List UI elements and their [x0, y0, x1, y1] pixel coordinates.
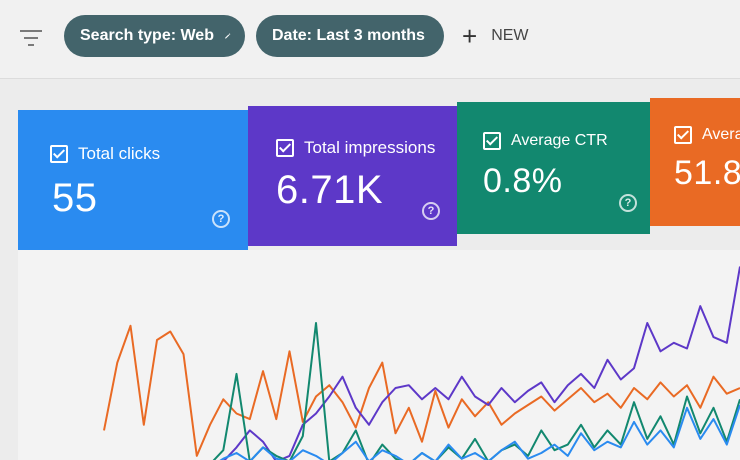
performance-chart-plot [103, 266, 740, 460]
metric-value: 6.71K [276, 168, 384, 212]
date-range-chip-label: Date: Last 3 months [272, 27, 425, 44]
checkbox-icon[interactable] [276, 139, 294, 157]
metric-label: Total impressions [304, 138, 436, 157]
date-range-chip[interactable]: Date: Last 3 months [256, 15, 444, 57]
performance-chart [18, 250, 740, 460]
metric-card-header: Total impressions [276, 138, 435, 158]
metric-label: Average position [702, 126, 740, 143]
metric-label: Average CTR [511, 132, 608, 149]
plus-icon: + [462, 21, 478, 51]
chart-series-line-3 [219, 404, 740, 460]
search-type-chip-label: Search type: Web [80, 27, 214, 44]
help-icon[interactable]: ? [619, 194, 637, 212]
metric-card-header: Total clicks [50, 144, 160, 164]
toolbar: Search type: Web Date: Last 3 months + N… [0, 0, 740, 79]
help-icon[interactable]: ? [422, 202, 440, 220]
search-type-chip[interactable]: Search type: Web [64, 15, 245, 57]
metric-value: 55 [52, 176, 98, 220]
metric-value: 0.8% [483, 162, 563, 200]
metric-label: Total clicks [78, 144, 161, 163]
chart-series-line-1 [223, 266, 740, 460]
new-filter-label: NEW [491, 27, 529, 44]
chart-series-line-0 [103, 324, 740, 457]
help-icon[interactable]: ? [212, 210, 230, 228]
metric-card-average-position[interactable]: Average position 51.8 [650, 98, 740, 226]
metric-card-total-impressions[interactable]: Total impressions 6.71K ? [248, 106, 457, 246]
checkbox-icon[interactable] [483, 132, 501, 150]
pencil-icon [225, 33, 231, 39]
metric-card-header: Average CTR [483, 132, 608, 150]
filter-icon[interactable] [18, 26, 46, 50]
checkbox-icon[interactable] [50, 145, 68, 163]
metric-value: 51.8 [674, 154, 740, 192]
checkbox-icon[interactable] [674, 126, 692, 144]
metric-card-total-clicks[interactable]: Total clicks 55 ? [18, 110, 248, 252]
metric-card-header: Average position [674, 126, 740, 144]
metric-card-average-ctr[interactable]: Average CTR 0.8% ? [457, 102, 650, 234]
new-filter-button[interactable]: + NEW [462, 22, 529, 50]
